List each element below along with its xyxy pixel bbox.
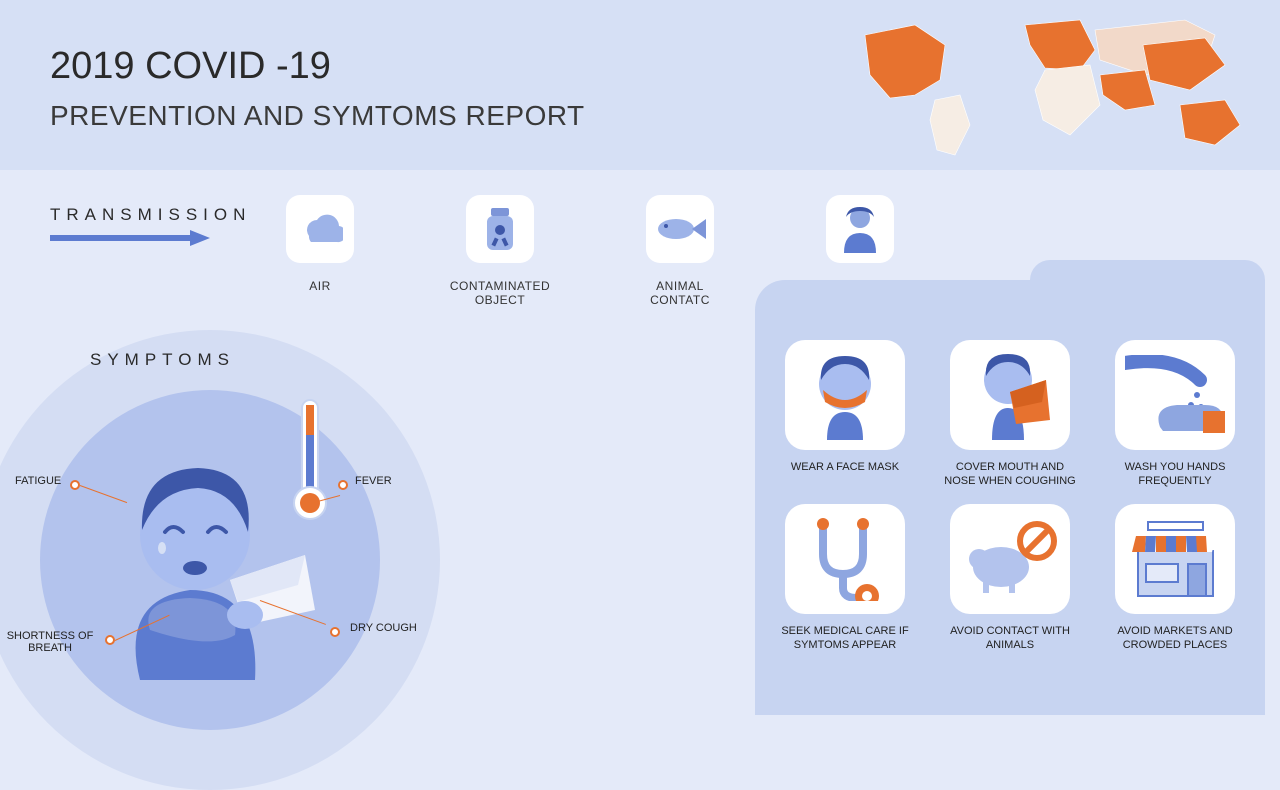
prevention-panel: WEAR A FACE MASK COVER MOUTH AND NOSE WH… [755,280,1265,715]
page-subtitle: PREVENTION AND SYMTOMS REPORT [50,100,585,132]
transmission-label: TRANSMISSION [50,205,251,225]
header: 2019 COVID -19 PREVENTION AND SYMTOMS RE… [0,0,1280,170]
fish-icon [654,214,706,244]
bottle-icon [483,206,517,252]
prevention-caption: SEEK MEDICAL CARE IF SYMTOMS APPEAR [775,624,915,653]
prevention-caption: AVOID CONTACT WITH ANIMALS [940,624,1080,653]
arrow-icon [50,230,210,246]
transmission-item: AIR [265,195,375,307]
cloud-icon [297,212,343,246]
symptom-tag: FATIGUE [15,475,61,487]
prevention-item: COVER MOUTH AND NOSE WHEN COUGHING [940,340,1080,489]
symptoms-panel: SYMPTOMS FATIGUE FEVER SHORTNESS OF BREA… [0,340,480,760]
stethoscope-icon [805,516,885,601]
cough-cover-icon [968,350,1053,440]
person-icon [840,205,880,253]
world-map-icon [845,10,1255,160]
transmission-caption: AIR [265,279,375,293]
no-animals-icon [963,519,1058,599]
prevention-item: AVOID CONTACT WITH ANIMALS [940,504,1080,653]
symptoms-label: SYMPTOMS [90,350,235,370]
transmission-item: ANIMAL CONTATC [625,195,735,307]
market-icon [1128,516,1223,601]
symptom-tag: SHORTNESS OF BREATH [0,630,105,654]
prevention-item: AVOID MARKETS AND CROWDED PLACES [1105,504,1245,653]
page-title: 2019 COVID -19 [50,45,331,88]
prevention-item: SEEK MEDICAL CARE IF SYMTOMS APPEAR [775,504,915,653]
prevention-item: WASH YOU HANDS FREQUENTLY [1105,340,1245,489]
transmission-caption: CONTAMINATED OBJECT [445,279,555,307]
thermometer-icon [290,395,330,525]
transmission-item: CONTAMINATED OBJECT [445,195,555,307]
symptom-tag: DRY COUGH [350,622,417,634]
prevention-item: WEAR A FACE MASK [775,340,915,489]
prevention-caption: WASH YOU HANDS FREQUENTLY [1105,460,1245,489]
prevention-caption: WEAR A FACE MASK [775,460,915,474]
prevention-caption: AVOID MARKETS AND CROWDED PLACES [1105,624,1245,653]
prevention-caption: COVER MOUTH AND NOSE WHEN COUGHING [940,460,1080,489]
mask-icon [805,350,885,440]
transmission-caption: ANIMAL CONTATC [625,279,735,307]
wash-hands-icon [1125,355,1225,435]
symptom-tag: FEVER [355,475,392,487]
